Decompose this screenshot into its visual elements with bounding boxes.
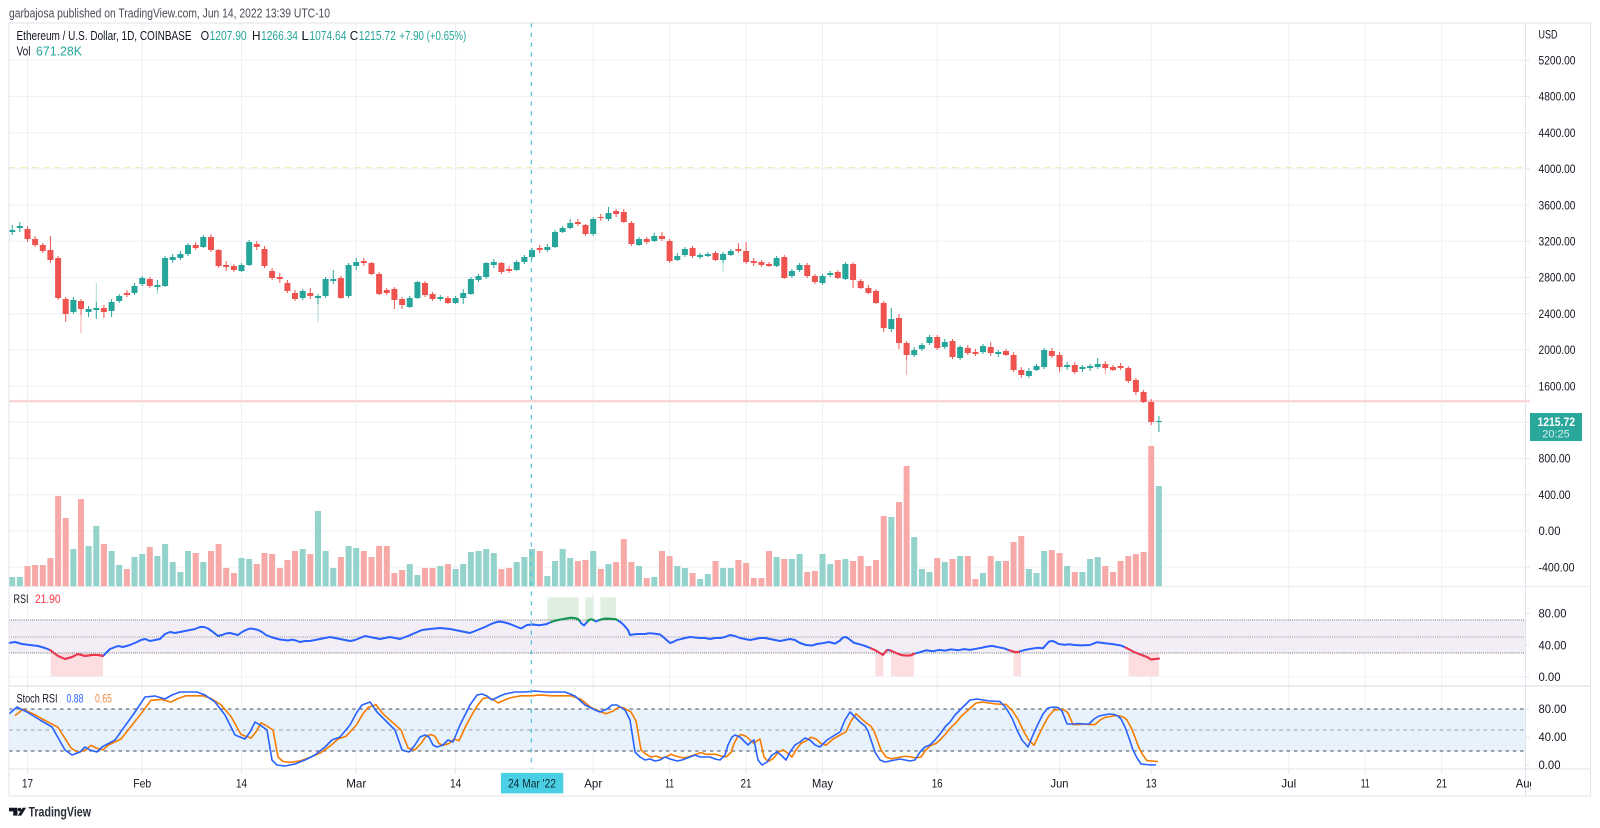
svg-text:0.00: 0.00 <box>1539 524 1561 538</box>
svg-text:Vol: Vol <box>17 44 31 59</box>
svg-text:80.00: 80.00 <box>1539 702 1567 716</box>
svg-text:11: 11 <box>1361 777 1370 791</box>
svg-text:11: 11 <box>665 777 674 791</box>
svg-text:1215.72: 1215.72 <box>1538 415 1576 429</box>
svg-text:3600.00: 3600.00 <box>1539 198 1576 212</box>
svg-text:13: 13 <box>1146 777 1157 791</box>
svg-text:0.00: 0.00 <box>1539 670 1561 684</box>
svg-text:2000.00: 2000.00 <box>1539 343 1576 357</box>
svg-text:14: 14 <box>450 777 461 791</box>
svg-text:L: L <box>301 28 309 43</box>
svg-text:1600.00: 1600.00 <box>1539 379 1576 393</box>
svg-text:20:25: 20:25 <box>1542 429 1570 441</box>
svg-text:21: 21 <box>741 777 752 791</box>
svg-text:0.65: 0.65 <box>95 692 112 706</box>
svg-text:H: H <box>252 28 261 43</box>
svg-text:40.00: 40.00 <box>1539 730 1567 744</box>
svg-text:400.00: 400.00 <box>1539 488 1571 502</box>
svg-text:USD: USD <box>1539 27 1558 41</box>
svg-text:May: May <box>812 777 833 791</box>
svg-text:1207.90: 1207.90 <box>210 28 247 43</box>
svg-text:21.90: 21.90 <box>35 592 61 606</box>
svg-text:-400.00: -400.00 <box>1539 560 1575 574</box>
svg-text:Stoch RSI: Stoch RSI <box>17 692 58 706</box>
svg-text:Aug: Aug <box>1516 777 1536 791</box>
svg-text:3200.00: 3200.00 <box>1539 235 1576 249</box>
svg-text:4400.00: 4400.00 <box>1539 126 1576 140</box>
svg-text:1215.72: 1215.72 <box>359 28 396 43</box>
svg-text:O: O <box>201 28 210 43</box>
svg-text:14: 14 <box>236 777 247 791</box>
svg-text:0.88: 0.88 <box>67 692 84 706</box>
svg-text:671.28K: 671.28K <box>36 44 82 59</box>
svg-text:24 Mar '22: 24 Mar '22 <box>508 777 556 791</box>
svg-text:Jun: Jun <box>1051 777 1069 791</box>
svg-text:2400.00: 2400.00 <box>1539 307 1576 321</box>
svg-text:80.00: 80.00 <box>1539 607 1567 621</box>
svg-text:+7.90 (+0.65%): +7.90 (+0.65%) <box>399 28 466 43</box>
svg-text:Mar: Mar <box>346 777 366 791</box>
svg-text:1266.34: 1266.34 <box>261 28 298 43</box>
svg-text:800.00: 800.00 <box>1539 452 1571 466</box>
svg-text:4000.00: 4000.00 <box>1539 162 1576 176</box>
svg-text:40.00: 40.00 <box>1539 638 1567 652</box>
svg-text:4800.00: 4800.00 <box>1539 90 1576 104</box>
svg-text:C: C <box>350 28 359 43</box>
svg-text:1074.64: 1074.64 <box>309 28 346 43</box>
svg-text:TradingView: TradingView <box>29 805 92 820</box>
svg-text:2800.00: 2800.00 <box>1539 271 1576 285</box>
svg-text:Ethereum / U.S. Dollar, 1D, CO: Ethereum / U.S. Dollar, 1D, COINBASE <box>17 28 192 43</box>
svg-text:Jul: Jul <box>1281 777 1296 791</box>
svg-text:RSI: RSI <box>14 592 29 606</box>
svg-text:Feb: Feb <box>133 777 151 791</box>
svg-text:Apr: Apr <box>584 777 602 791</box>
svg-text:5200.00: 5200.00 <box>1539 54 1576 68</box>
svg-text:0.00: 0.00 <box>1539 758 1561 772</box>
svg-text:garbajosa published on Trading: garbajosa published on TradingView.com, … <box>9 7 330 21</box>
svg-text:16: 16 <box>932 777 943 791</box>
svg-text:21: 21 <box>1436 777 1447 791</box>
svg-text:17: 17 <box>22 777 33 791</box>
